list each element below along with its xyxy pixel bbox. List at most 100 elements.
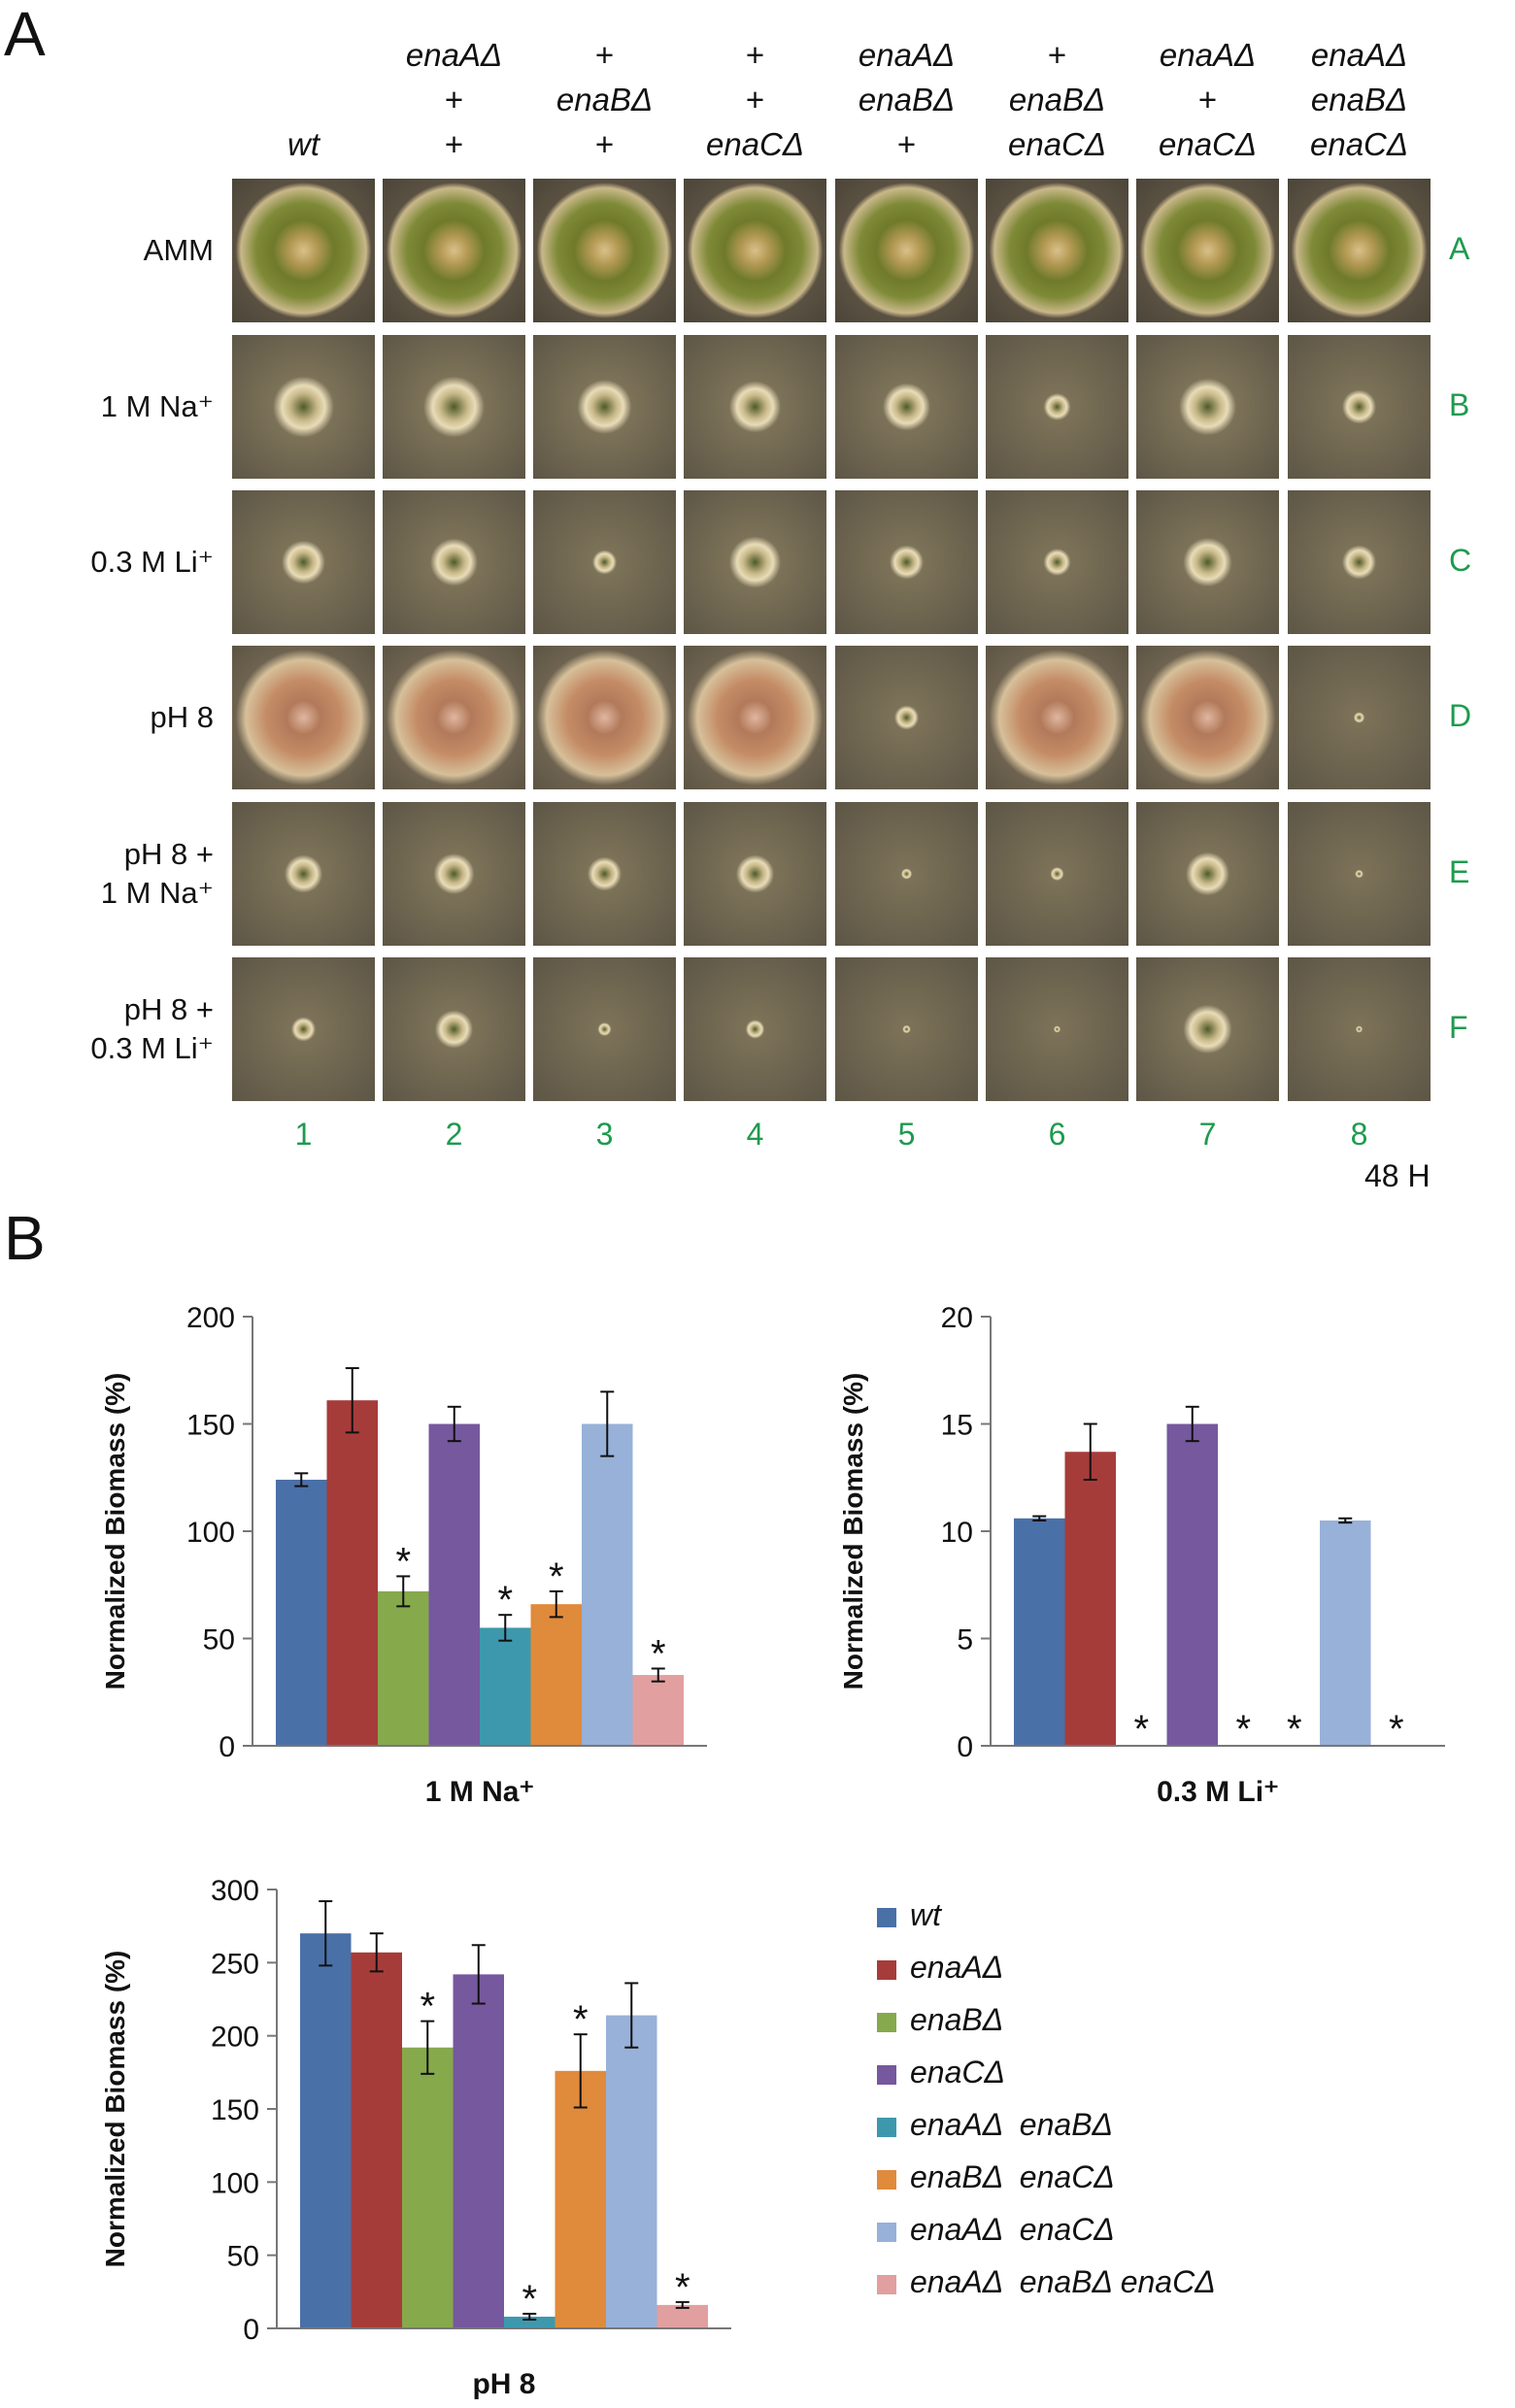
colony-image <box>835 335 978 479</box>
significance-asterisk: * <box>522 2278 537 2321</box>
colony-image <box>1136 490 1279 634</box>
colony-image <box>835 179 978 322</box>
genotype-column-6: + enaBΔ enaCΔ <box>985 33 1130 167</box>
genotype-line: enaAΔ <box>858 37 956 73</box>
bar <box>326 1400 378 1746</box>
significance-asterisk: * <box>1287 1708 1302 1751</box>
colony-image <box>684 335 826 479</box>
bar <box>582 1423 633 1746</box>
condition-label-line: pH 8 + <box>123 992 214 1026</box>
genotype-column-1: wt <box>231 33 377 167</box>
condition-label: 0.3 M Li⁺ <box>90 543 214 582</box>
colony-image <box>684 179 826 322</box>
colony-image <box>684 957 826 1101</box>
colony-image <box>986 802 1128 946</box>
legend-item: enaBΔ enaCΔ <box>877 2157 1115 2196</box>
colony-image <box>835 802 978 946</box>
genotype-line: + <box>896 126 917 162</box>
bar <box>656 2304 708 2328</box>
panel-b-letter: B <box>4 1203 46 1273</box>
colony-image <box>1136 802 1279 946</box>
genotype-line: enaCΔ <box>705 126 805 162</box>
legend-label: enaBΔ <box>910 2002 1004 2037</box>
legend-item: enaAΔ enaBΔ enaCΔ <box>877 2262 1216 2301</box>
genotype-line <box>231 78 377 122</box>
condition-label: 1 M Na⁺ <box>101 387 214 426</box>
condition-label-line: 0.3 M Li⁺ <box>90 1031 214 1065</box>
bar <box>632 1675 684 1746</box>
strain-number: 3 <box>595 1117 614 1152</box>
legend-swatch <box>877 2012 896 2032</box>
colony-image <box>232 646 375 789</box>
legend-swatch <box>877 2169 896 2190</box>
colony-image <box>232 490 375 634</box>
row-letter: B <box>1449 387 1470 422</box>
strain-number: 6 <box>1048 1117 1066 1152</box>
significance-asterisk: * <box>549 1555 564 1598</box>
genotype-column-4: + + enaCΔ <box>683 33 828 167</box>
colony-image <box>1288 646 1431 789</box>
bar <box>530 1604 582 1746</box>
condition-label-line: 1 M Na⁺ <box>100 389 214 423</box>
genotype-line: + <box>594 126 615 162</box>
bar <box>402 2047 454 2328</box>
genotype-line: enaCΔ <box>1007 126 1107 162</box>
y-axis-label: Normalized Biomass (%) <box>100 1951 130 2268</box>
colony-image <box>533 490 676 634</box>
legend-swatch <box>877 2117 896 2137</box>
significance-asterisk: * <box>497 1579 513 1622</box>
row-letter: D <box>1449 698 1472 733</box>
strain-number: 5 <box>897 1117 916 1152</box>
x-axis-label: 1 M Na⁺ <box>425 1776 535 1808</box>
panel-a-letter: A <box>4 0 46 69</box>
x-axis-label: 0.3 M Li⁺ <box>1157 1776 1279 1808</box>
legend-swatch <box>877 1907 896 1927</box>
colony-image <box>383 646 525 789</box>
y-tick-label: 100 <box>211 2167 259 2199</box>
genotype-line: enaBΔ <box>1310 82 1408 117</box>
y-axis-label: Normalized Biomass (%) <box>838 1373 868 1690</box>
strain-number: 8 <box>1350 1117 1368 1152</box>
x-axis-label: pH 8 <box>472 2368 535 2400</box>
genotype-line: + <box>444 82 464 117</box>
y-tick-label: 15 <box>941 1410 973 1442</box>
colony-image <box>1288 179 1431 322</box>
colony-image <box>383 179 525 322</box>
genotype-line: + <box>444 126 464 162</box>
genotype-line: enaAΔ <box>1159 37 1257 73</box>
condition-label-line: 1 M Na⁺ <box>100 876 214 910</box>
genotype-column-3: + enaBΔ + <box>532 33 678 167</box>
genotype-line: enaAΔ <box>405 37 503 73</box>
significance-asterisk: * <box>1389 1708 1404 1751</box>
condition-label: pH 8 + 1 M Na⁺ <box>101 835 214 913</box>
bar <box>1320 1520 1371 1746</box>
y-tick-label: 20 <box>941 1302 973 1334</box>
colony-image <box>383 490 525 634</box>
legend-item: enaBΔ <box>877 2000 1003 2039</box>
colony-image <box>986 646 1128 789</box>
genotype-line: + <box>1197 82 1218 117</box>
significance-asterisk: * <box>573 1998 589 2041</box>
legend-swatch <box>877 2222 896 2242</box>
legend-item: enaCΔ <box>877 2053 1005 2091</box>
y-tick-label: 150 <box>186 1410 235 1442</box>
y-axis-label: Normalized Biomass (%) <box>100 1373 130 1690</box>
colony-image <box>684 646 826 789</box>
condition-label-line: pH 8 <box>150 700 214 734</box>
genotype-line: + <box>1047 37 1067 73</box>
condition-label: AMM <box>144 231 214 270</box>
genotype-line: + <box>594 37 615 73</box>
bar <box>606 2015 657 2328</box>
y-tick-label: 200 <box>186 1302 235 1334</box>
row-letter: A <box>1449 231 1470 266</box>
bar <box>1166 1423 1218 1746</box>
significance-asterisk: * <box>1235 1708 1251 1751</box>
colony-image <box>835 646 978 789</box>
y-tick-label: 0 <box>243 2314 259 2346</box>
significance-asterisk: * <box>1133 1708 1149 1751</box>
genotype-line: enaBΔ <box>1008 82 1106 117</box>
strain-number: 1 <box>294 1117 313 1152</box>
bar <box>453 1974 504 2328</box>
condition-label-line: AMM <box>143 233 214 267</box>
colony-image <box>533 646 676 789</box>
